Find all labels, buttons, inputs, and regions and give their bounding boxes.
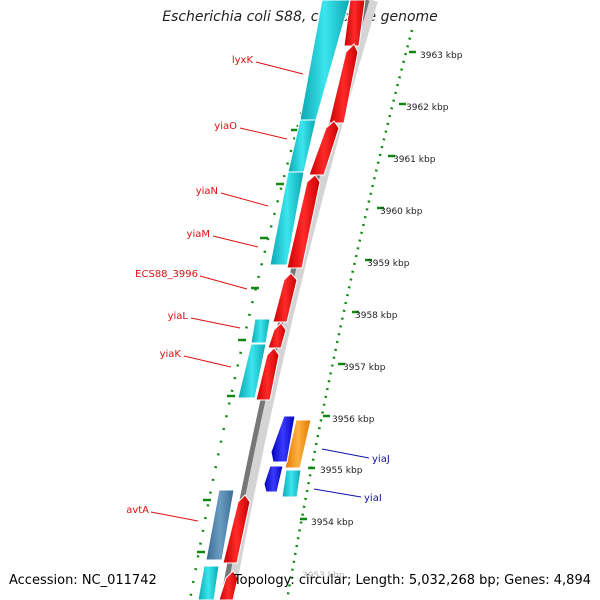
gene-label-yiaN[interactable]: yiaN	[196, 186, 218, 197]
scale-label: 3961 kbp	[393, 155, 436, 165]
gene-label-avtA[interactable]: avtA	[126, 505, 149, 516]
scale-label: 3960 kbp	[380, 207, 423, 217]
gene-label-yiaM[interactable]: yiaM	[187, 229, 210, 240]
gene-avtA-bar[interactable]	[205, 489, 235, 561]
scale-label: 3956 kbp	[332, 415, 375, 425]
gene-label-yiaO[interactable]: yiaO	[214, 121, 237, 132]
left-gene-labels: lyxK yiaO yiaN yiaM ECS88_3996 yiaL yiaK…	[126, 55, 253, 516]
gene-yiaK-arrow[interactable]	[255, 347, 280, 401]
scale-label: 3957 kbp	[343, 363, 386, 373]
scale-labels: 3963 kbp 3962 kbp 3961 kbp 3960 kbp 3959…	[302, 51, 463, 581]
right-gene-labels: yiaJ yiaI	[364, 454, 390, 504]
gene-avtA-arrow[interactable]	[222, 494, 251, 564]
scale-label: 3955 kbp	[320, 466, 363, 476]
scale-label: 3954 kbp	[311, 518, 354, 528]
gene-yiaL-bar[interactable]	[250, 318, 271, 344]
gene-lyxK-arrow[interactable]	[328, 43, 359, 124]
scale-label: 3959 kbp	[367, 259, 410, 269]
scale-ticks	[300, 50, 416, 521]
gene-bottom-cyan-bar[interactable]	[197, 565, 220, 600]
gene-ECS88-3996-arrow[interactable]	[272, 272, 298, 323]
right-leader-lines	[313, 448, 370, 498]
gene-yiaK-bar[interactable]	[237, 343, 267, 399]
gene-bottom-red-arrow[interactable]	[218, 570, 239, 600]
scale-label: 3953 kbp	[302, 571, 345, 581]
gene-yiaO-arrow[interactable]	[308, 120, 340, 176]
cyan-genes	[197, 0, 351, 600]
gene-label-yiaL[interactable]: yiaL	[168, 311, 189, 322]
scale-label: 3962 kbp	[406, 103, 449, 113]
gene-yiaN-bar[interactable]	[269, 171, 305, 266]
scale-label: 3958 kbp	[355, 311, 398, 321]
gene-yiaI-arrow[interactable]	[263, 465, 284, 493]
topology-text: Topology: circular; Length: 5,032,268 bp…	[233, 573, 591, 588]
gene-label-yiaK[interactable]: yiaK	[160, 349, 182, 360]
gene-top-red-arrow[interactable]	[343, 0, 366, 47]
left-leader-lines	[150, 61, 304, 522]
gene-label-ECS88-3996[interactable]: ECS88_3996	[135, 269, 198, 280]
accession-text: Accession: NC_011742	[9, 573, 157, 588]
gene-yiaN-arrow[interactable]	[286, 174, 321, 269]
gene-label-yiaI[interactable]: yiaI	[364, 493, 382, 504]
gene-yiaI-bar[interactable]	[281, 469, 302, 498]
gene-label-yiaJ[interactable]: yiaJ	[372, 454, 390, 465]
gene-yiaJ-arrow[interactable]	[270, 415, 296, 463]
gene-yiaL-arrow[interactable]	[267, 322, 287, 349]
red-genes	[218, 0, 366, 600]
gene-yiaO-bar[interactable]	[287, 119, 317, 173]
scale-label: 3963 kbp	[420, 51, 463, 61]
gene-label-lyxK[interactable]: lyxK	[232, 55, 254, 66]
